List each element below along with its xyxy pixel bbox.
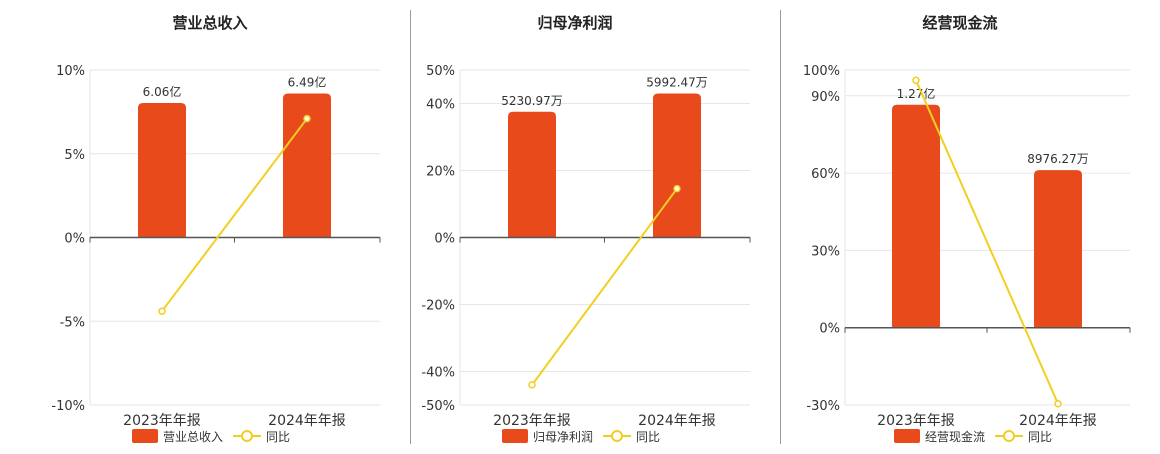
yoy-line bbox=[161, 117, 308, 312]
y-tick-label: 0% bbox=[434, 232, 455, 247]
bar bbox=[1034, 170, 1082, 328]
y-tick-label: 90% bbox=[811, 90, 840, 105]
legend-line-marker bbox=[611, 430, 623, 442]
y-tick-label: 0% bbox=[64, 232, 85, 247]
x-category-label: 2023年年报 bbox=[123, 413, 201, 429]
bar-value-label: 5992.47万 bbox=[646, 75, 708, 89]
yoy-point bbox=[528, 381, 536, 389]
bar-value-label: 1.27亿 bbox=[897, 86, 936, 101]
bar bbox=[283, 93, 331, 238]
y-tick-label: -30% bbox=[806, 399, 840, 414]
bar-value-label: 5230.97万 bbox=[501, 94, 563, 108]
legend-bar-label: 经营现金流 bbox=[925, 429, 985, 444]
legend-bar-swatch bbox=[894, 429, 920, 443]
chart-title: 归母净利润 bbox=[537, 14, 612, 32]
bar bbox=[892, 104, 940, 328]
yoy-point bbox=[158, 307, 166, 315]
bar bbox=[138, 102, 186, 238]
y-tick-label: 40% bbox=[426, 98, 455, 113]
bar bbox=[508, 111, 556, 238]
x-category-label: 2024年年报 bbox=[268, 413, 346, 429]
x-category-label: 2024年年报 bbox=[1019, 413, 1097, 429]
x-category-label: 2023年年报 bbox=[877, 413, 955, 429]
yoy-line bbox=[915, 79, 1059, 405]
legend-bar-swatch bbox=[502, 429, 528, 443]
y-tick-label: -40% bbox=[421, 366, 455, 381]
y-tick-label: 60% bbox=[811, 167, 840, 182]
legend-bar-swatch bbox=[132, 429, 158, 443]
yoy-point bbox=[1054, 399, 1062, 408]
yoy-point bbox=[673, 184, 681, 193]
bar-value-label: 6.06亿 bbox=[143, 84, 182, 99]
yoy-line bbox=[531, 187, 678, 386]
bar-value-label: 6.49亿 bbox=[288, 74, 327, 89]
y-tick-label: 10% bbox=[56, 64, 85, 79]
bar bbox=[653, 93, 701, 238]
y-tick-label: -10% bbox=[51, 399, 85, 414]
panel-divider bbox=[780, 10, 781, 444]
x-category-label: 2024年年报 bbox=[638, 413, 716, 429]
chart-title: 经营现金流 bbox=[922, 14, 997, 32]
legend-line-label: 同比 bbox=[636, 430, 660, 444]
y-tick-label: 30% bbox=[811, 244, 840, 259]
y-tick-label: 100% bbox=[803, 64, 840, 79]
yoy-point bbox=[303, 114, 311, 123]
legend-bar-label: 归母净利润 bbox=[533, 430, 593, 444]
legend-line-label: 同比 bbox=[266, 430, 290, 444]
y-tick-label: 50% bbox=[426, 64, 455, 79]
panel-divider bbox=[410, 10, 411, 444]
y-tick-label: 5% bbox=[64, 148, 85, 163]
legend-line-marker bbox=[241, 430, 253, 442]
legend-line-label: 同比 bbox=[1028, 430, 1052, 444]
x-category-label: 2023年年报 bbox=[493, 413, 571, 429]
legend-line-marker bbox=[1003, 430, 1015, 442]
chart-title: 营业总收入 bbox=[172, 14, 247, 32]
yoy-point bbox=[912, 76, 920, 85]
y-tick-label: -50% bbox=[421, 399, 455, 414]
y-tick-label: -5% bbox=[60, 315, 85, 330]
y-tick-label: 0% bbox=[819, 322, 840, 337]
y-tick-label: 20% bbox=[426, 165, 455, 180]
y-tick-label: -20% bbox=[421, 299, 455, 314]
bar-value-label: 8976.27万 bbox=[1027, 152, 1089, 166]
legend-bar-label: 营业总收入 bbox=[163, 430, 223, 444]
